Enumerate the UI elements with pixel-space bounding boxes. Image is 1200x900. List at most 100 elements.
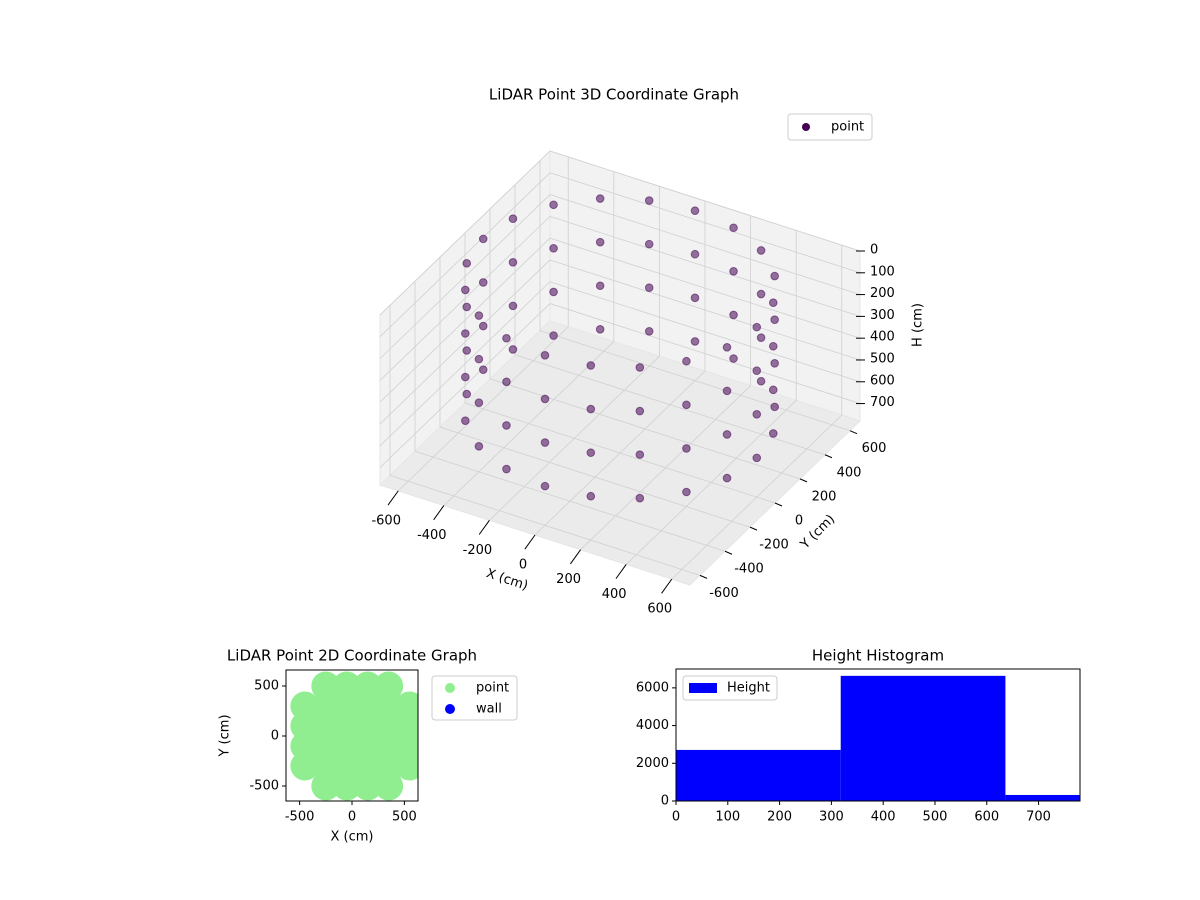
point (478, 321, 488, 331)
point (756, 333, 766, 342)
point (644, 196, 654, 205)
x-tick-label: 500 (923, 810, 948, 825)
point (374, 711, 404, 741)
grid-line (549, 259, 861, 361)
x-tick-label: -400 (417, 528, 447, 543)
legend-marker (445, 704, 455, 714)
chart-title: LiDAR Point 3D Coordinate Graph (489, 86, 739, 104)
x-tick-label: -600 (371, 513, 401, 528)
point (508, 214, 518, 224)
point (353, 711, 383, 741)
grid-line (379, 303, 551, 468)
point (770, 402, 779, 412)
grid-line (549, 150, 861, 252)
y-tick-label: 0 (271, 729, 279, 744)
point (332, 671, 362, 701)
point (682, 400, 691, 410)
y-tick-label: 6000 (636, 680, 669, 695)
z-tick-label: 100 (870, 264, 895, 279)
x-tick-label: 500 (392, 810, 417, 825)
point (478, 234, 488, 244)
point (752, 409, 762, 419)
tick-mark (799, 478, 808, 483)
x-tick-label: 200 (767, 810, 792, 825)
grid-line (379, 216, 551, 381)
point (644, 327, 654, 336)
grid-line (389, 474, 701, 576)
legend-label: Height (727, 681, 770, 696)
point (462, 389, 472, 399)
point (595, 281, 605, 291)
x-tick-label: -500 (285, 810, 315, 825)
legend-label: wall (476, 702, 502, 717)
point (644, 283, 654, 293)
legend-marker (445, 683, 455, 693)
point (540, 438, 550, 447)
x-tick-label: 400 (602, 587, 627, 602)
grid-line (549, 194, 861, 295)
point (752, 453, 762, 463)
x-tick-label: 600 (974, 810, 999, 825)
point (461, 372, 470, 382)
point (756, 376, 766, 386)
point (722, 473, 732, 483)
point (374, 691, 404, 721)
point (756, 246, 766, 255)
point (690, 337, 700, 346)
point (682, 487, 691, 497)
tick-mark (387, 490, 399, 506)
tick-mark (849, 430, 858, 435)
grid-line (539, 330, 851, 432)
point (549, 200, 558, 210)
y-tick-label: 0 (661, 794, 669, 809)
point (682, 444, 691, 453)
point (478, 278, 488, 287)
tick-mark (524, 534, 536, 550)
tick-mark (724, 550, 733, 555)
point (586, 448, 596, 457)
point (595, 325, 605, 334)
point (722, 430, 732, 439)
z-tick-label: 600 (870, 373, 895, 388)
point (374, 751, 404, 781)
point (508, 257, 518, 267)
x-axis-label: X (cm) (331, 830, 374, 845)
point (332, 711, 362, 741)
grid-line (549, 172, 861, 274)
x-tick-label: 200 (556, 572, 581, 587)
point (768, 298, 778, 307)
point (635, 450, 645, 459)
z-tick-label: 700 (870, 395, 895, 410)
point (729, 354, 738, 363)
y-tick-label: 200 (812, 489, 837, 504)
point (729, 267, 738, 276)
point (595, 194, 605, 203)
point (474, 398, 484, 408)
point (353, 771, 383, 801)
point (690, 206, 700, 215)
point (461, 285, 470, 295)
point (474, 311, 484, 320)
axes-frame (675, 668, 1081, 802)
point (374, 771, 404, 801)
y-axis-label: Y (cm) (218, 714, 233, 757)
legend-marker (802, 123, 810, 131)
point (729, 223, 738, 233)
point (540, 394, 550, 404)
tick-mark (774, 502, 783, 507)
grid-line (379, 194, 551, 359)
point (635, 363, 645, 372)
z-tick-label: 200 (870, 286, 895, 301)
grid-line (379, 259, 551, 425)
bar (840, 675, 1006, 801)
grid-line (549, 216, 861, 317)
point (586, 491, 596, 501)
point (474, 354, 484, 364)
point (756, 289, 766, 299)
x-tick-label: 0 (519, 558, 527, 573)
y-tick-label: 4000 (636, 718, 669, 733)
point (752, 322, 762, 332)
point (682, 356, 691, 366)
z-axis-label: H (cm) (911, 303, 926, 347)
